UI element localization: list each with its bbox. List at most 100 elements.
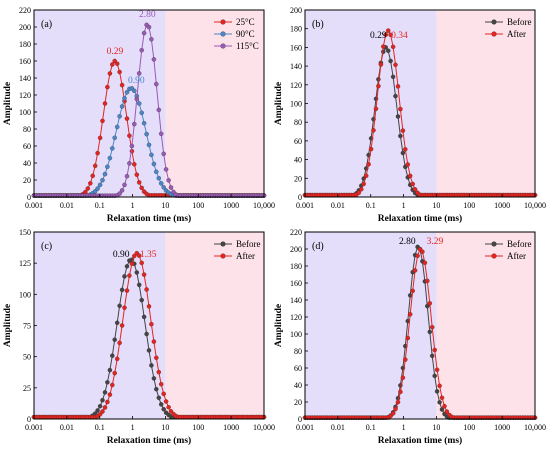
legend-entry: 90°C [236, 29, 255, 39]
legend-entry: Before [236, 239, 261, 249]
data-point [158, 181, 164, 186]
x-tick-label: 100 [192, 201, 204, 210]
x-tick-label: 10,000 [253, 423, 275, 432]
data-point [390, 74, 396, 80]
y-tick-label: 180 [290, 262, 302, 271]
y-tick-label: 200 [19, 23, 31, 32]
data-point [163, 399, 169, 404]
data-point [168, 185, 174, 190]
data-point [122, 305, 127, 310]
data-point [100, 118, 105, 124]
data-point [161, 391, 166, 397]
y-tick-label: 60 [294, 137, 302, 146]
x-tick-label: 0.001 [296, 423, 314, 432]
x-tick-label: 1000 [223, 423, 239, 432]
x-tick-label: 10,000 [253, 201, 275, 210]
data-point [154, 386, 159, 392]
data-point [405, 162, 411, 167]
data-point [124, 116, 130, 121]
y-tick-label: 120 [290, 313, 302, 322]
data-point [158, 381, 164, 387]
plot-frame [304, 231, 536, 420]
data-point [122, 274, 127, 279]
data-point [359, 187, 364, 192]
x-tick-label: 0.1 [95, 423, 105, 432]
y-tick-label: 80 [23, 125, 31, 134]
data-point [105, 380, 110, 385]
data-point [110, 62, 115, 67]
data-point [119, 188, 125, 193]
y-tick-label: 200 [290, 6, 302, 15]
y-tick-label: 160 [290, 43, 302, 52]
data-point [395, 84, 401, 89]
data-point [403, 147, 408, 152]
data-point [376, 83, 381, 89]
series-After [302, 28, 538, 198]
data-point [156, 369, 162, 375]
data-point [154, 81, 159, 87]
shaded-region [165, 10, 264, 197]
y-tick-label: 40 [23, 159, 31, 168]
y-tick-label: 0 [27, 193, 31, 202]
data-point [107, 392, 113, 397]
data-point [110, 382, 115, 388]
legend-entry: Before [507, 239, 532, 249]
peak-annotation: 2.80 [399, 237, 416, 247]
x-tick-label: 0.01 [331, 423, 345, 432]
data-point [388, 58, 393, 64]
x-tick-label: 0.001 [25, 423, 43, 432]
data-point [158, 402, 164, 407]
data-point [161, 406, 166, 412]
data-point [444, 409, 450, 414]
data-point [407, 312, 413, 317]
data-point [410, 288, 415, 294]
y-tick-label: 100 [19, 108, 31, 117]
data-point [378, 62, 384, 67]
panel-label: (b) [312, 19, 324, 30]
data-point [132, 121, 137, 127]
data-point [119, 287, 125, 293]
data-point [127, 161, 132, 166]
data-point [132, 88, 137, 94]
x-tick-label: 0.1 [366, 201, 376, 210]
data-point [144, 331, 149, 337]
x-tick-label: 100 [463, 423, 475, 432]
data-point [102, 405, 108, 410]
x-axis-label: Relaxation time (ms) [107, 213, 191, 224]
x-tick-label: 0.01 [60, 201, 74, 210]
data-point [385, 48, 391, 53]
data-point [100, 397, 105, 403]
data-point [105, 164, 110, 170]
y-tick-label: 0 [27, 415, 31, 424]
data-point [395, 399, 401, 405]
data-point [385, 28, 391, 33]
y-tick-label: 25 [23, 384, 31, 393]
legend-entry: 25°C [236, 17, 255, 27]
legend-marker [220, 241, 226, 247]
data-point [105, 399, 110, 405]
data-point [110, 353, 115, 358]
data-point [88, 181, 93, 186]
data-point [363, 173, 369, 179]
data-point [146, 348, 152, 353]
data-point [156, 107, 162, 113]
y-tick-label: 125 [19, 259, 31, 268]
data-point [92, 163, 98, 169]
data-point [95, 408, 100, 413]
x-tick-label: 0.1 [95, 201, 105, 210]
x-tick-label: 1 [402, 423, 406, 432]
data-point [141, 30, 147, 36]
data-point [425, 303, 430, 309]
data-point [154, 169, 159, 175]
data-point [412, 187, 418, 192]
x-tick-label: 100 [463, 201, 475, 210]
data-point [119, 323, 125, 328]
data-point [415, 253, 420, 259]
data-point [97, 135, 103, 141]
data-point [398, 389, 403, 395]
data-point [439, 407, 445, 412]
data-point [356, 190, 362, 195]
chart-panel-4: 0.001 0.01 0.1 1 10 100 1000 10,000 0 20 40 60 80 100… [274, 228, 546, 446]
data-point [95, 186, 100, 191]
legend: Before After [485, 17, 532, 39]
